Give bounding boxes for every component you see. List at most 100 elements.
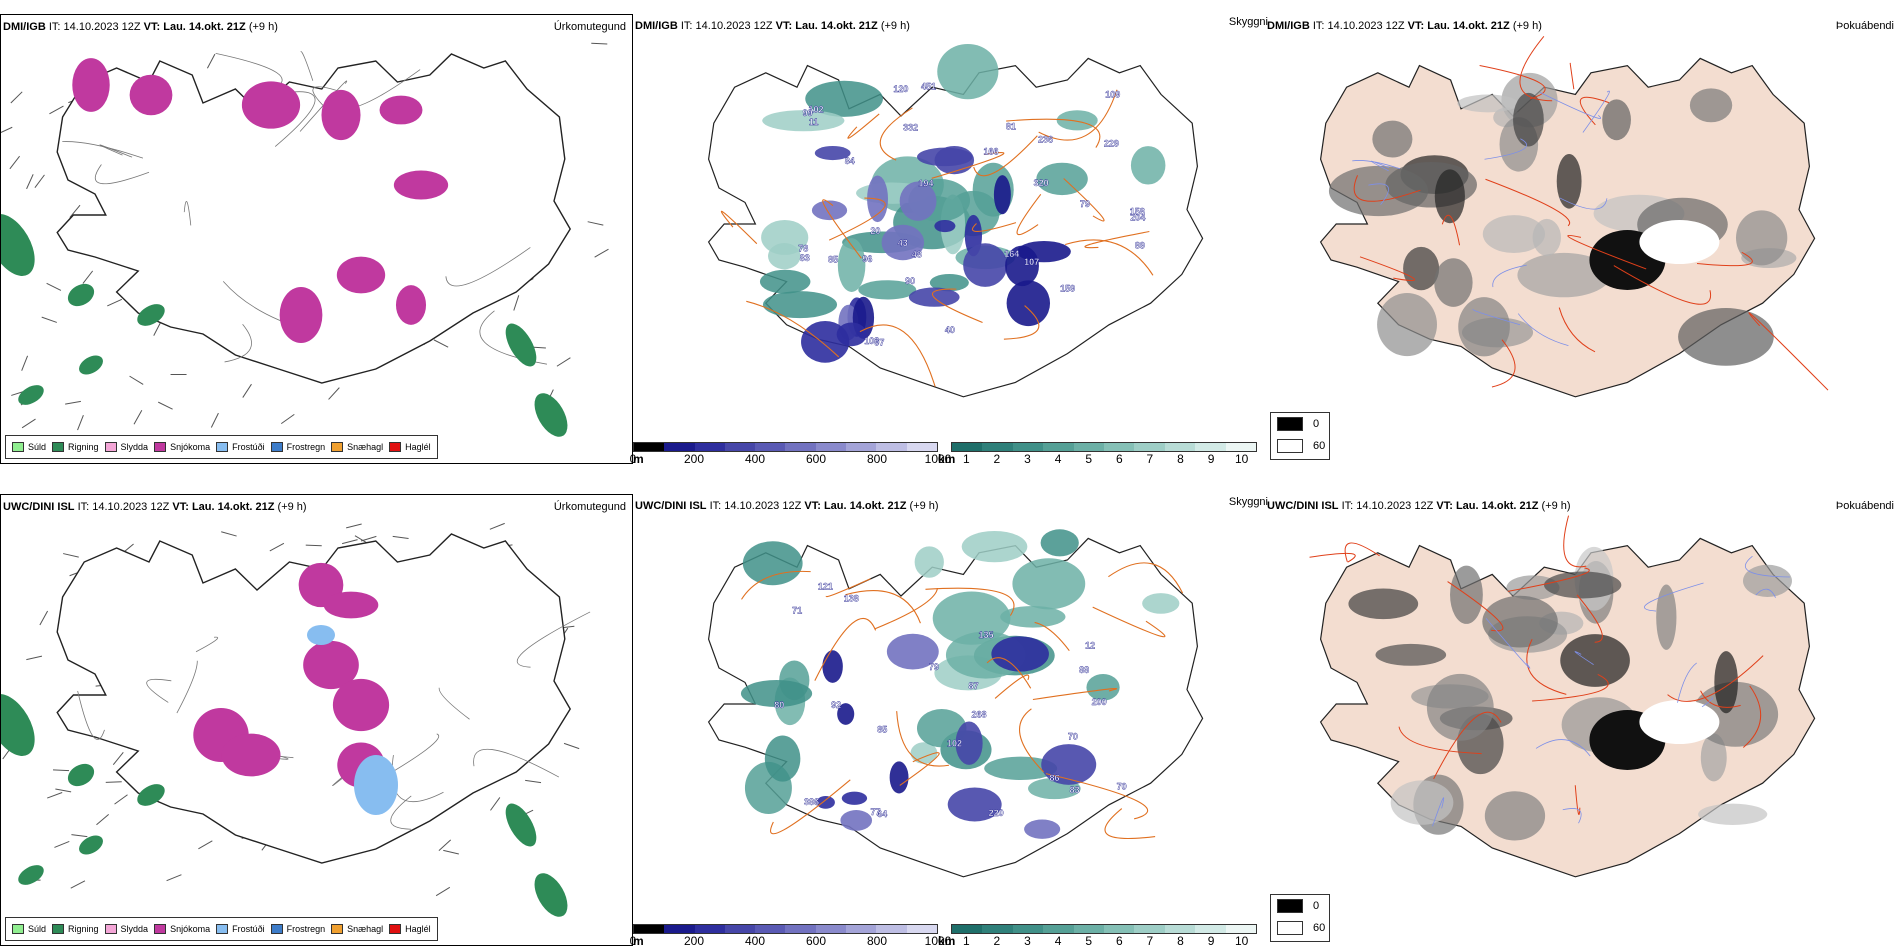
visibility-value-label: 107 [1024,257,1039,267]
visibility-value-label: 81 [1006,122,1016,132]
visibility-value-label: 96 [862,254,872,264]
wind-barb [489,522,505,530]
visibility-value-label: 102 [809,105,824,115]
colorbar-tick-label: 6 [1115,452,1123,466]
visibility-km-area [762,110,845,132]
fog-area [1434,169,1465,224]
colorbar-tick-label: 600 [805,934,827,948]
rain-area [137,784,165,806]
visibility-value-label: 135 [979,630,994,640]
road-line [746,300,840,358]
wind-barb [587,221,604,226]
visibility-m-area [881,224,925,261]
visibility-value-label: 121 [818,581,833,591]
wind-barb [26,655,43,661]
visibility-m-area [955,721,983,765]
visibility-km-area [759,269,811,294]
legend-item: Frostúði [216,924,265,934]
panel-title: Skyggni [1228,16,1268,28]
visibility-value-label: 83 [1070,785,1080,795]
fog-legend-label: 60 [1313,922,1326,934]
legend-item: Snæhagl [331,442,383,452]
freezing-drizzle-area [354,755,398,815]
legend-label: Rigning [68,924,99,934]
legend-label: Haglél [405,924,431,934]
visibility-m-area [917,147,973,167]
road-line [1016,193,1042,236]
wind-barb [26,174,34,190]
wind-barb [77,415,84,431]
colorbar-km [951,924,1257,934]
visibility-value-label: 89 [1135,241,1145,251]
road-line [1519,35,1553,102]
road-line [822,199,862,259]
legend-label: Súld [28,924,47,934]
colorbar-unit: km [938,452,956,466]
road-line [741,570,811,600]
visibility-km-area [929,273,969,292]
colorbar-km [951,442,1257,452]
road-line [1567,234,1647,270]
colorbar-tick-label: 4 [1054,934,1062,948]
fog-area [1484,791,1546,841]
fog-area [1735,210,1788,266]
fog-area [1700,733,1727,782]
visibility-m-area [991,636,1049,672]
fog-area [1458,297,1510,357]
legend-item: Snæhagl [331,924,383,934]
wind-barb [65,400,81,405]
fog-area [1348,588,1419,620]
colorbar-tick-label: 1000 [924,934,952,948]
river-line [1701,697,1713,708]
wind-barb [39,610,49,626]
fog-legend: 0 60 [1270,894,1330,942]
snow-area [336,256,386,294]
fog-legend-item: 0 [1277,417,1319,431]
wind-barb [490,797,501,811]
visibility-value-label: 103 [864,336,879,346]
wind-barb [34,174,45,188]
colorbar-tick-label: 4 [1054,452,1062,466]
visibility-value-label: 332 [903,122,918,132]
legend-swatch [52,442,65,452]
road-line [994,674,1030,699]
fog-area [1426,673,1494,741]
road-line [720,210,758,245]
visibility-m-area [1006,280,1051,327]
fog-area [1743,564,1792,597]
road-line [390,795,412,830]
colorbar-tick-label: 10 [1235,934,1249,948]
road-line [1743,685,1762,748]
colorbar-tick-label: 800 [866,934,888,948]
road-line [1563,515,1587,568]
fog-legend-label: 0 [1313,418,1320,430]
road-line [1447,581,1504,632]
iceland-coastline [56,533,572,864]
visibility-value-label: 79 [929,662,939,672]
fog-area [1560,634,1630,687]
fog-area [1544,571,1622,599]
fog-legend: 0 60 [1270,412,1330,460]
road-line [516,611,591,668]
fog-legend-item: 60 [1277,921,1325,935]
colorbar-unit: km [938,934,956,948]
river-line [1562,808,1582,824]
colorbar-tick-label: 200 [683,934,705,948]
road-line [1441,214,1461,246]
legend-item: Rigning [52,442,99,452]
colorbar-tick-label: 2 [993,452,1001,466]
visibility-value-label: 99 [803,108,813,118]
wind-barb [55,788,72,793]
visibility-panel-dmi: 89 40 48 90 96 85 97 43 107 83 102 120 99 79 451 164 109… [630,14,1268,466]
fog-area [1482,595,1558,648]
visibility-value-label: 85 [828,254,838,264]
road-line [931,152,1005,179]
legend-label: Slydda [120,442,149,452]
legend-swatch [270,442,283,452]
visibility-m-area [886,633,939,670]
visibility-km-area [984,756,1058,781]
road-line [859,324,936,387]
wind-barb [41,316,57,323]
rain-area [18,385,44,405]
rain-area [79,355,103,375]
